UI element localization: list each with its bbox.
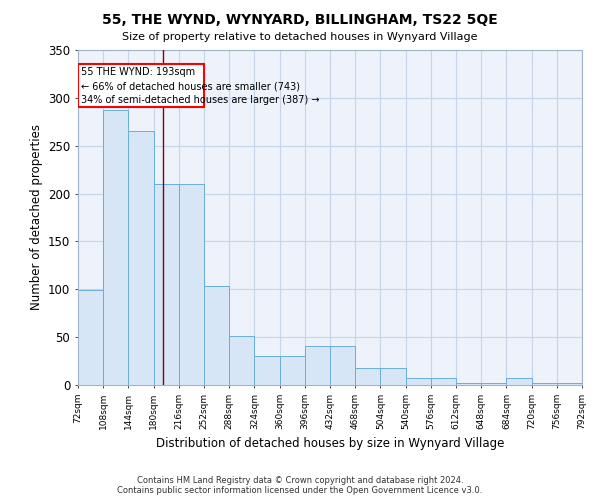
- Bar: [506, 378, 532, 385]
- Bar: [154, 184, 179, 385]
- Bar: [355, 368, 380, 385]
- Bar: [456, 383, 481, 385]
- Bar: [330, 346, 355, 385]
- Bar: [78, 64, 204, 108]
- Bar: [128, 132, 154, 385]
- Text: Size of property relative to detached houses in Wynyard Village: Size of property relative to detached ho…: [122, 32, 478, 42]
- Bar: [532, 383, 557, 385]
- Y-axis label: Number of detached properties: Number of detached properties: [29, 124, 43, 310]
- Bar: [229, 336, 254, 385]
- Bar: [280, 356, 305, 385]
- Text: Contains HM Land Registry data © Crown copyright and database right 2024.
Contai: Contains HM Land Registry data © Crown c…: [118, 476, 482, 495]
- Bar: [179, 184, 204, 385]
- Text: 55 THE WYND: 193sqm
← 66% of detached houses are smaller (743)
34% of semi-detac: 55 THE WYND: 193sqm ← 66% of detached ho…: [81, 67, 319, 105]
- Bar: [103, 110, 128, 385]
- Bar: [78, 290, 103, 385]
- Text: 55, THE WYND, WYNYARD, BILLINGHAM, TS22 5QE: 55, THE WYND, WYNYARD, BILLINGHAM, TS22 …: [102, 12, 498, 26]
- Bar: [431, 378, 456, 385]
- Bar: [481, 383, 506, 385]
- X-axis label: Distribution of detached houses by size in Wynyard Village: Distribution of detached houses by size …: [156, 438, 504, 450]
- Bar: [204, 286, 229, 385]
- Bar: [305, 346, 330, 385]
- Bar: [380, 368, 406, 385]
- Bar: [406, 378, 431, 385]
- Bar: [557, 383, 582, 385]
- Bar: [254, 356, 280, 385]
